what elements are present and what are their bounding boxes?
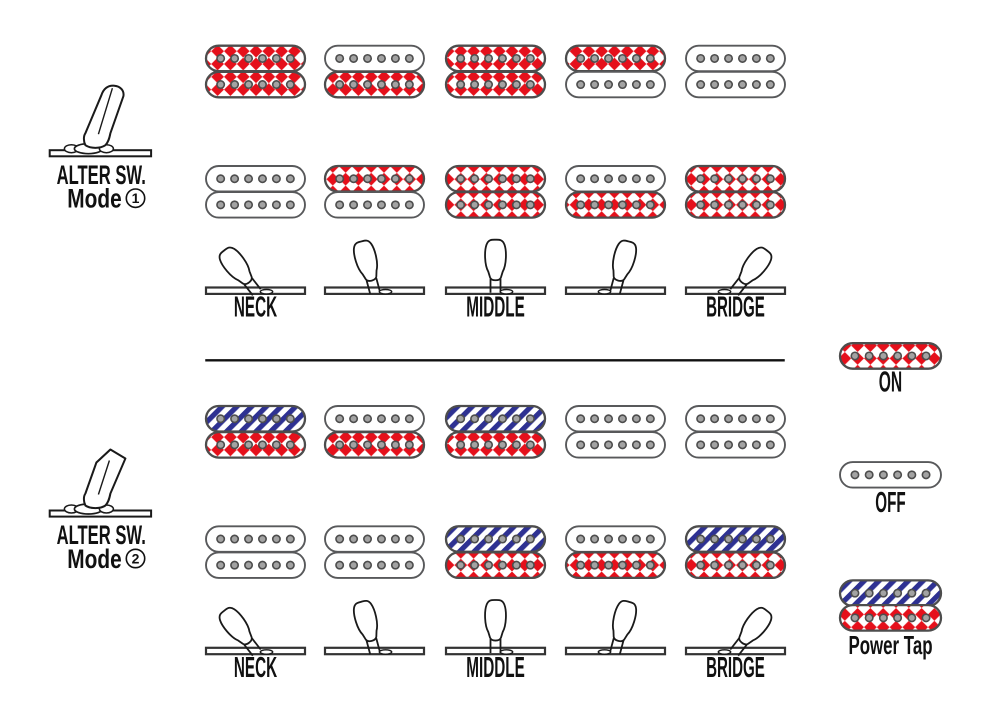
svg-text:BRIDGE: BRIDGE — [706, 652, 765, 684]
svg-text:Power Tap: Power Tap — [848, 630, 932, 660]
svg-text:BRIDGE: BRIDGE — [706, 292, 765, 324]
svg-text:MIDDLE: MIDDLE — [466, 652, 525, 684]
svg-text:1: 1 — [132, 190, 140, 206]
svg-text:NECK: NECK — [234, 652, 277, 684]
svg-text:OFF: OFF — [875, 487, 905, 519]
svg-text:NECK: NECK — [234, 292, 277, 324]
svg-text:ON: ON — [879, 366, 902, 398]
svg-text:Mode: Mode — [67, 544, 121, 574]
svg-text:MIDDLE: MIDDLE — [466, 292, 525, 324]
svg-text:2: 2 — [132, 551, 140, 567]
svg-text:Mode: Mode — [67, 184, 121, 214]
